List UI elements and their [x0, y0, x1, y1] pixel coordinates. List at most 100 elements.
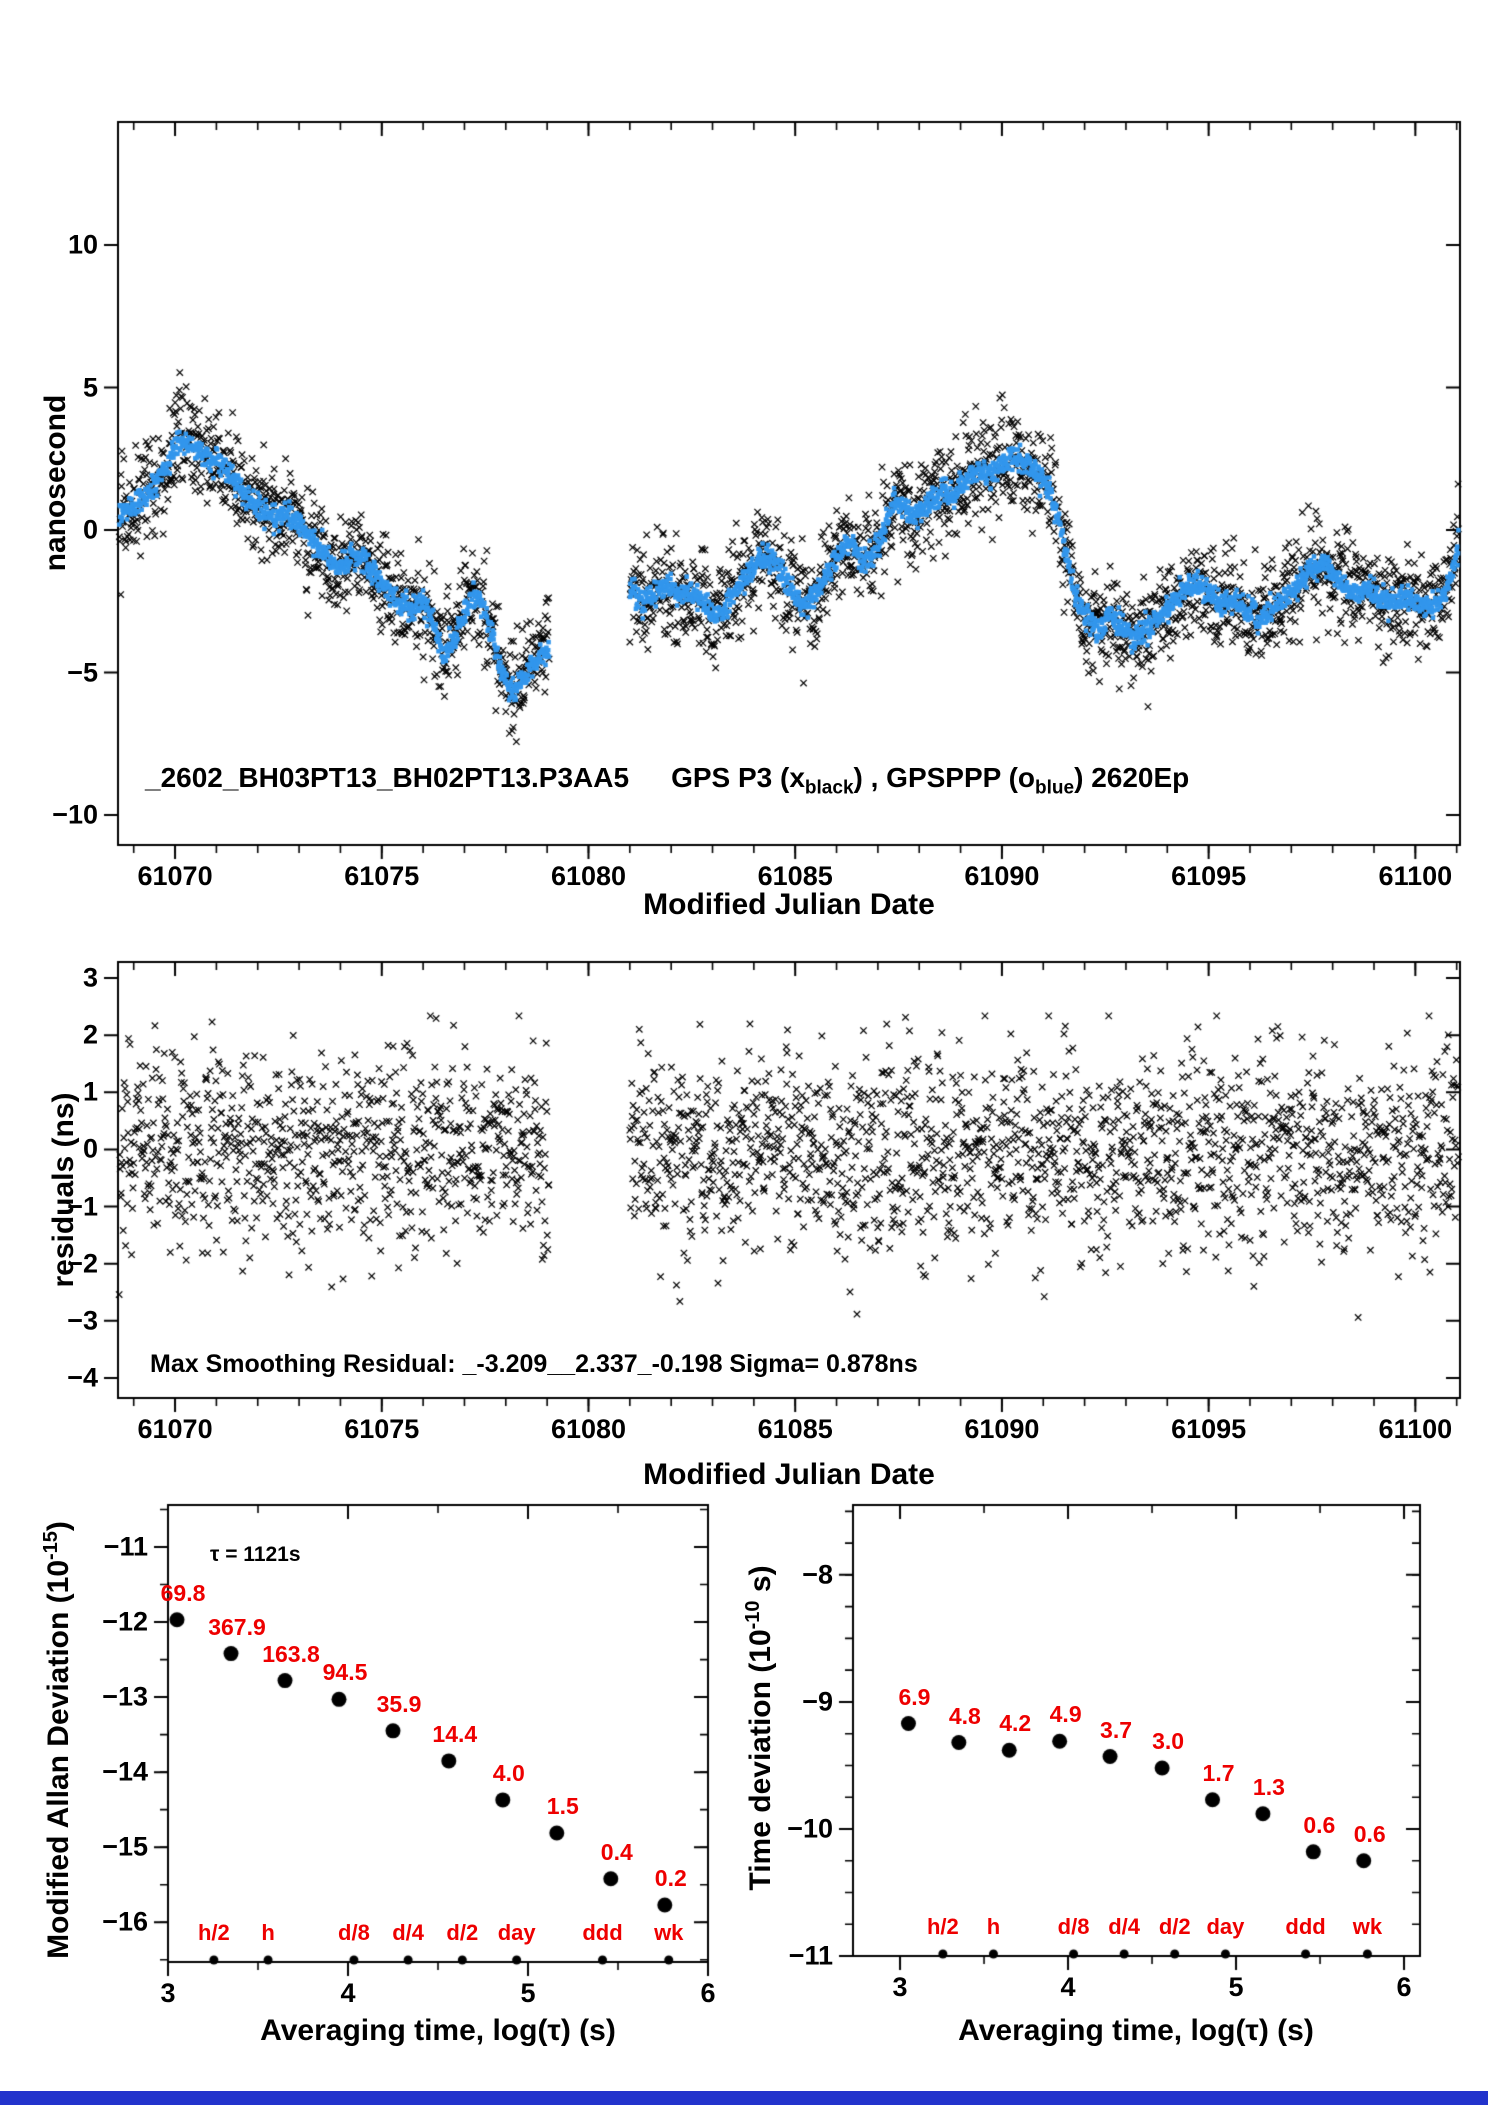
point-value-label: 14.4: [432, 1720, 478, 1747]
y-tick-label: 0: [82, 1133, 98, 1164]
y-tick-label: −15: [102, 1831, 148, 1862]
tau-marker-label: day: [497, 1920, 536, 1945]
y-tick-label: −13: [102, 1681, 148, 1712]
x-tick-label: 3: [892, 1972, 908, 2002]
title-epoch: ) 2620Ep: [1074, 762, 1190, 793]
x-tick-label: 61075: [344, 861, 420, 891]
tau-marker-label: h/2: [197, 1920, 230, 1945]
y-tick-label: 10: [67, 229, 98, 260]
y-tick-label: 1: [82, 1076, 98, 1107]
point-value-label: 4.9: [1049, 1701, 1082, 1728]
x-tick-label: 61075: [344, 1414, 420, 1444]
y-tick-label: −3: [67, 1305, 98, 1336]
point-value-label: 3.7: [1100, 1716, 1133, 1743]
y-tick-label: 3: [82, 962, 98, 993]
y-tick-label: −14: [102, 1756, 148, 1787]
tau-marker-label: d/2: [446, 1920, 479, 1945]
point-value-label: 4.2: [999, 1710, 1032, 1737]
tau-marker-label: d/2: [1158, 1914, 1191, 1939]
tau-marker-label: h: [261, 1920, 275, 1945]
title-gps-p3: GPS P3 (x: [671, 762, 805, 793]
x-tick-label: 61090: [964, 861, 1040, 891]
tau-marker-label: d/8: [338, 1920, 370, 1945]
tau-marker-label: h/2: [926, 1914, 959, 1939]
x-tick-label: 4: [1060, 1972, 1076, 2002]
y-tick-label: −10: [52, 799, 98, 830]
residuals-x-axis-label: Modified Julian Date: [643, 1458, 935, 1491]
x-tick-label: 61090: [964, 1414, 1040, 1444]
x-tick-label: 6: [1396, 1972, 1412, 2002]
y-tick-label: −10: [787, 1813, 833, 1844]
top-panel-x-axis-label: Modified Julian Date: [643, 888, 935, 921]
tau-annotation: τ = 1121s: [210, 1543, 301, 1566]
point-value-label: 35.9: [376, 1690, 422, 1717]
x-tick-label: 4: [340, 1978, 356, 2008]
y-tick-label: −11: [788, 1940, 833, 1971]
title-sub-blue: blue: [1035, 777, 1075, 799]
title-sub-black: black: [804, 777, 854, 799]
x-tick-label: 5: [1228, 1972, 1244, 2002]
x-tick-label: 61100: [1378, 861, 1453, 891]
y-tick-label: −4: [67, 1362, 98, 1393]
title-gpsppp: ) , GPSPPP (o: [853, 762, 1036, 793]
tau-marker-label: d/4: [1108, 1914, 1141, 1939]
point-value-label: 0.4: [600, 1838, 633, 1865]
x-tick-label: 6: [700, 1978, 716, 2008]
point-value-label: 0.2: [654, 1864, 687, 1891]
tdev-x-axis-label: Averaging time, log(τ) (s): [958, 2014, 1314, 2047]
tau-marker-label: d/4: [392, 1920, 425, 1945]
point-value-label: 1.3: [1252, 1773, 1285, 1800]
mdev-y-axis-label: Modified Allan Deviation (10-15): [40, 1521, 75, 1959]
x-tick-label: 5: [520, 1978, 536, 2008]
y-tick-label: −5: [67, 657, 98, 688]
y-tick-label: 2: [82, 1019, 98, 1050]
tau-marker-label: d/8: [1057, 1914, 1090, 1939]
tau-marker-label: wk: [1352, 1914, 1383, 1939]
y-tick-label: −2: [67, 1248, 98, 1279]
y-tick-label: −12: [102, 1606, 148, 1637]
tau-marker-label: ddd: [1285, 1914, 1326, 1939]
x-tick-label: 61095: [1171, 1414, 1247, 1444]
bottom-bar: [0, 2091, 1488, 2105]
point-value-label: 94.5: [322, 1659, 368, 1686]
x-tick-label: 61080: [550, 861, 627, 891]
x-tick-label: 61085: [757, 861, 833, 891]
x-tick-label: 61070: [137, 861, 213, 891]
point-value-label: 4.0: [492, 1759, 525, 1786]
mdev-x-axis-label: Averaging time, log(τ) (s): [260, 2014, 616, 2047]
tdev-y-axis-label: Time deviation (10-10 s): [742, 1565, 777, 1891]
y-tick-label: 0: [82, 514, 98, 545]
y-tick-label: 5: [82, 372, 98, 403]
y-tick-label: −11: [103, 1531, 148, 1562]
point-value-label: 0.6: [1303, 1811, 1336, 1838]
tau-marker-label: ddd: [582, 1920, 623, 1945]
x-tick-label: 61070: [137, 1414, 213, 1444]
y-tick-label: −1: [67, 1191, 98, 1222]
title-dataset-id: _2602_BH03PT13_BH02PT13.P3AA5: [145, 762, 630, 793]
y-tick-label: −9: [802, 1686, 833, 1717]
max-smoothing-residual-text: Max Smoothing Residual: _-3.209__2.337_-…: [150, 1350, 918, 1378]
y-tick-label: −16: [102, 1906, 148, 1937]
point-value-label: 6.9: [898, 1683, 931, 1710]
top-panel-title: _2602_BH03PT13_BH02PT13.P3AA5 GPS P3 (xbl…: [145, 762, 1189, 800]
x-tick-label: 61080: [550, 1414, 627, 1444]
point-value-label: 3.0: [1152, 1727, 1185, 1754]
point-value-label: 367.9: [208, 1613, 266, 1640]
x-tick-label: 61085: [757, 1414, 833, 1444]
residuals-y-axis-label: residuals (ns): [47, 1092, 80, 1288]
point-value-label: 4.8: [948, 1702, 981, 1729]
point-value-label: 1.5: [546, 1792, 579, 1819]
tau-marker-label: day: [1206, 1914, 1245, 1939]
point-value-label: 69.8: [160, 1579, 206, 1606]
tau-marker-label: wk: [654, 1920, 684, 1945]
x-tick-label: 61100: [1378, 1414, 1453, 1444]
tau-marker-label: h: [986, 1914, 1001, 1939]
point-value-label: 0.6: [1353, 1820, 1386, 1847]
point-value-label: 163.8: [262, 1640, 320, 1667]
y-tick-label: −8: [802, 1559, 833, 1590]
x-tick-label: 3: [160, 1978, 176, 2008]
x-tick-label: 61095: [1171, 861, 1247, 891]
top-panel-y-axis-label: nanosecond: [39, 394, 72, 572]
